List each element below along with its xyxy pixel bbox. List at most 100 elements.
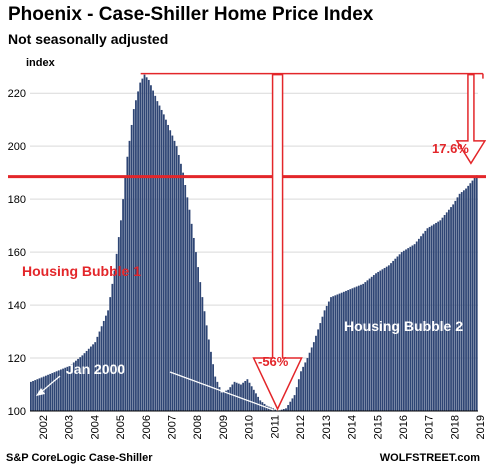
- bar: [190, 223, 193, 411]
- bar: [291, 398, 294, 411]
- bar: [244, 380, 247, 411]
- bar: [147, 79, 150, 411]
- bar: [317, 329, 320, 411]
- bar: [390, 263, 392, 411]
- bar: [280, 409, 283, 411]
- decline-arrow: [252, 73, 303, 411]
- bar: [424, 230, 427, 411]
- bar: [377, 271, 380, 411]
- bar: [152, 90, 154, 411]
- bar: [274, 409, 277, 411]
- bar: [51, 373, 54, 411]
- bar: [456, 197, 459, 411]
- bar: [355, 286, 358, 411]
- axes: 100 120 140 160 180 200 220 2002 2003 2004 2005 200…: [8, 57, 486, 439]
- bar: [124, 177, 127, 411]
- bar: [435, 222, 437, 411]
- bar: [417, 238, 420, 411]
- bar: [90, 346, 92, 411]
- annotation-bubble2: Housing Bubble 2: [344, 318, 463, 334]
- bar: [255, 393, 257, 411]
- bar: [165, 119, 167, 411]
- bar: [411, 245, 414, 411]
- bar: [430, 225, 433, 411]
- y-tick-label: 220: [8, 88, 26, 100]
- bar: [310, 347, 313, 411]
- x-tick-label: 2017: [424, 415, 436, 439]
- bar: [162, 114, 165, 411]
- bar: [45, 375, 47, 411]
- bar: [452, 204, 455, 411]
- bar: [405, 249, 407, 411]
- bar: [392, 260, 395, 411]
- bar: [66, 366, 69, 411]
- bar: [285, 408, 287, 411]
- bar: [135, 100, 137, 411]
- bar: [381, 269, 384, 411]
- bar: [117, 237, 120, 411]
- bar: [443, 215, 446, 411]
- x-tick-label: 2004: [89, 415, 101, 439]
- bar: [64, 367, 67, 411]
- bar: [62, 368, 64, 411]
- bar: [473, 177, 476, 411]
- x-tick-label: 2016: [398, 415, 410, 439]
- bar: [323, 310, 326, 411]
- bar: [75, 360, 77, 411]
- x-tick-label: 2007: [166, 415, 178, 439]
- bar: [293, 395, 296, 411]
- bar: [143, 74, 146, 411]
- bar: [216, 381, 219, 411]
- bar: [34, 380, 37, 411]
- bar: [338, 293, 341, 411]
- bar: [368, 278, 371, 411]
- bar: [475, 175, 478, 411]
- bar: [360, 284, 362, 411]
- y-tick-label: 140: [8, 300, 26, 312]
- bar: [441, 217, 444, 411]
- bar: [220, 392, 223, 411]
- bar: [139, 82, 142, 411]
- bar: [81, 355, 84, 411]
- bar: [345, 290, 347, 411]
- bar: [295, 387, 298, 411]
- bar: [49, 373, 52, 411]
- bar: [300, 371, 302, 411]
- bar: [167, 124, 169, 411]
- bar: [325, 305, 328, 411]
- bar: [265, 405, 268, 411]
- bar: [336, 294, 339, 411]
- bar: [383, 267, 386, 411]
- bar: [107, 310, 109, 411]
- bar: [182, 172, 184, 411]
- bar: [180, 163, 182, 411]
- x-tick-label: 2006: [141, 415, 153, 439]
- bar: [197, 267, 199, 411]
- bar: [422, 233, 425, 411]
- bar: [469, 183, 472, 411]
- bar: [68, 365, 71, 411]
- bar: [321, 316, 324, 411]
- chart-subtitle: Not seasonally adjusted: [8, 31, 169, 47]
- bar: [330, 297, 332, 411]
- jan2000-pointer-right: [169, 371, 274, 411]
- bar: [156, 101, 159, 411]
- source-label: S&P CoreLogic Case-Shiller: [6, 452, 153, 464]
- bar: [141, 78, 144, 411]
- bar: [210, 351, 212, 411]
- x-tick-label: 2012: [295, 415, 307, 439]
- bar: [398, 254, 401, 411]
- bar: [175, 146, 178, 411]
- bar: [128, 140, 131, 411]
- bar: [122, 199, 124, 411]
- bar: [126, 156, 129, 411]
- bar: [304, 362, 307, 411]
- bar: [407, 248, 410, 411]
- bar: [375, 273, 377, 411]
- x-tick-label: 2009: [218, 415, 230, 439]
- bar: [308, 352, 311, 411]
- jan2000-arrowhead: [36, 388, 45, 396]
- bar: [113, 270, 116, 411]
- bar: [467, 185, 470, 411]
